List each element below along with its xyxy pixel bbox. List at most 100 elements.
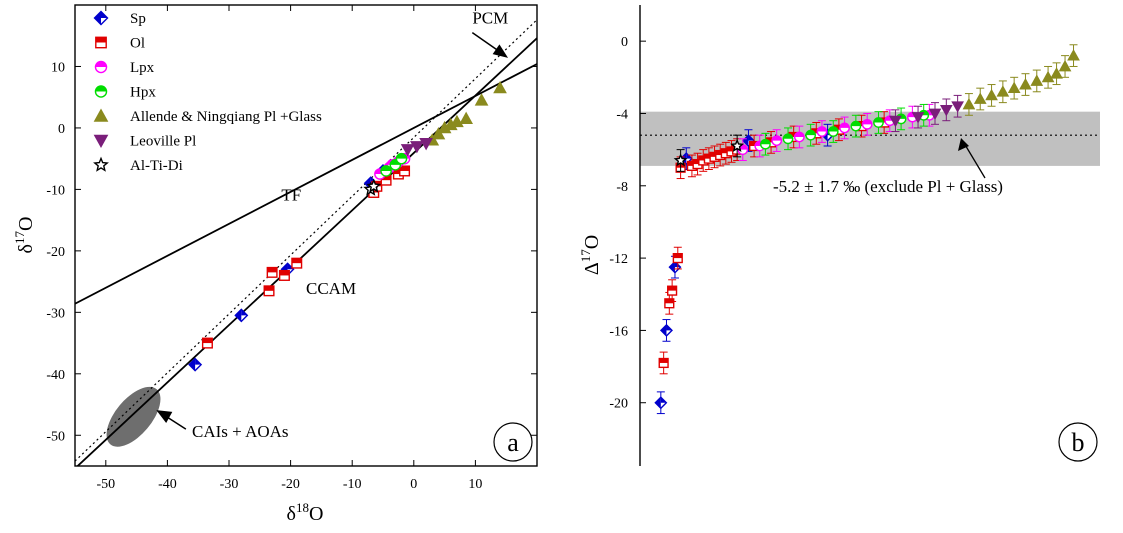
data-point-allende-ningqiang-pl-glass <box>1058 59 1072 72</box>
data-point-sp <box>188 357 203 372</box>
data-point-al-ti-di <box>366 178 382 193</box>
data-point-al-ti-di <box>673 153 688 167</box>
panel-b: -20 -16 -12 -8 -4 0 Δ17O -5.2 ± 1.7 ‰ (exclude … <box>578 5 1100 466</box>
data-point-hpx <box>395 152 408 165</box>
x-tick-label: 10 <box>468 477 482 492</box>
data-point-ol <box>263 285 275 297</box>
x-axis-label-base: δ <box>287 503 296 525</box>
data-point-hpx <box>873 117 884 128</box>
data-point-ol <box>201 337 213 349</box>
y-tick-label: -4 <box>616 107 628 122</box>
data-point-allende-ningqiang-pl-glass <box>1030 74 1044 86</box>
x-axis-label-tail: O <box>309 503 323 525</box>
data-point-leoville-pl <box>889 115 902 128</box>
legend-label: Sp <box>130 11 146 27</box>
legend-label: Allende & Ningqiang Pl +Glass <box>130 109 322 125</box>
y-axis-label-b-base: Δ <box>581 262 603 275</box>
y-tick-label: -16 <box>609 324 628 339</box>
panel-letter-circle-b <box>1058 422 1098 462</box>
data-point-ol <box>291 257 303 269</box>
x-tick-label: -40 <box>158 477 177 492</box>
legend-marker-sp <box>93 10 109 26</box>
y-axis-label-sup: 17 <box>12 231 27 245</box>
line-ccam <box>76 37 537 466</box>
y-axis-label-tail: O <box>15 217 37 231</box>
data-point-ol <box>266 266 278 278</box>
data-point-hpx <box>827 126 839 137</box>
x-tick-label: -30 <box>220 477 239 492</box>
data-point-sp <box>654 396 668 410</box>
line-pcm <box>75 19 537 462</box>
annotation-tf: TF <box>281 185 301 204</box>
panel-letter-b: b <box>1072 428 1085 457</box>
y-tick-label: -10 <box>46 183 65 198</box>
data-point-ol <box>667 285 678 296</box>
y-tick-label: 10 <box>51 60 65 75</box>
data-point-ol <box>658 357 669 369</box>
legend-marker-ol <box>95 36 107 49</box>
y-tick-label: -20 <box>609 397 628 412</box>
legend-marker-allende-ningqiang-pl-glass <box>93 108 109 122</box>
data-point-allende-ningqiang-pl-glass <box>1041 70 1055 83</box>
data-point-allende-ningqiang-pl-glass <box>1007 81 1021 94</box>
annotation-ccam: CCAM <box>306 279 356 298</box>
y-tick-label: -20 <box>46 245 65 260</box>
data-point-allende-ningqiang-pl-glass <box>973 92 987 104</box>
panel-a: -50 -40 -30 -20 -10 0 10-50-40-30-20-10010δ18O… <box>12 4 538 525</box>
y-tick-label: -50 <box>46 429 65 444</box>
x-tick-label: 0 <box>410 477 417 492</box>
data-point-leoville-pl <box>400 144 415 157</box>
data-point-lpx <box>793 131 805 143</box>
legend-label: Hpx <box>130 85 156 101</box>
data-point-allende-ningqiang-pl-glass <box>431 127 446 140</box>
data-point-allende-ningqiang-pl-glass <box>996 85 1010 97</box>
legend-label: Al-Ti-Di <box>130 158 183 174</box>
legend-marker-al-ti-di <box>93 156 109 172</box>
y-tick-label: -40 <box>46 368 65 383</box>
data-point-lpx <box>861 118 873 130</box>
data-point-leoville-pl <box>928 108 942 121</box>
data-point-leoville-pl <box>951 101 964 113</box>
data-point-ol <box>278 269 290 281</box>
x-axis-label-sup: 18 <box>296 500 309 515</box>
data-point-allende-ningqiang-pl-glass <box>985 88 998 101</box>
legend-marker-lpx <box>94 60 108 74</box>
x-tick-label: -10 <box>343 477 362 492</box>
x-tick-label: -20 <box>281 477 300 492</box>
data-point-hpx <box>805 129 817 141</box>
data-point-lpx <box>816 126 828 137</box>
data-point-leoville-pl <box>410 141 424 154</box>
data-point-leoville-pl <box>911 112 925 124</box>
data-point-ol <box>399 165 411 177</box>
band-arrow-head <box>958 138 969 151</box>
y-axis-label-b: Δ17O <box>578 235 603 275</box>
data-point-hpx <box>760 138 771 150</box>
legend-a: Sp Ol Lpx Hpx Allende & Ningqiang Pl +Glass L… <box>93 10 322 174</box>
annotation-cais-aoas: CAIs + AOAs <box>192 422 288 441</box>
data-point-hpx <box>850 120 862 132</box>
data-point-allende-ningqiang-pl-glass <box>1019 78 1032 90</box>
plot-frame-a <box>74 4 538 467</box>
data-point-allende-ningqiang-pl-glass <box>459 111 474 125</box>
data-point-allende-ningqiang-pl-glass <box>1067 49 1080 61</box>
y-tick-label: -8 <box>616 180 628 195</box>
legend-label: Lpx <box>130 60 155 76</box>
data-point-sp <box>659 323 673 337</box>
data-point-leoville-pl <box>939 104 953 117</box>
y-axis-label-base: δ <box>15 244 37 253</box>
band-arrow <box>963 142 986 179</box>
annotation-pcm: PCM <box>472 8 508 27</box>
y-tick-label: 0 <box>621 35 628 50</box>
y-axis-label: δ17O <box>12 217 37 254</box>
legend-label: Ol <box>130 36 145 52</box>
data-point-al-ti-di <box>730 138 745 153</box>
data-point-leoville-pl <box>419 138 433 151</box>
cai-arrow-head <box>156 410 173 423</box>
band-annotation: -5.2 ± 1.7 ‰ (exclude Pl + Glass) <box>773 177 1003 196</box>
y-tick-label: -30 <box>46 306 65 321</box>
y-axis-label-b-sup: 17 <box>578 249 593 263</box>
pcm-arrow-head <box>492 44 509 58</box>
data-point-lpx <box>839 122 850 134</box>
data-point-allende-ningqiang-pl-glass <box>962 97 976 110</box>
